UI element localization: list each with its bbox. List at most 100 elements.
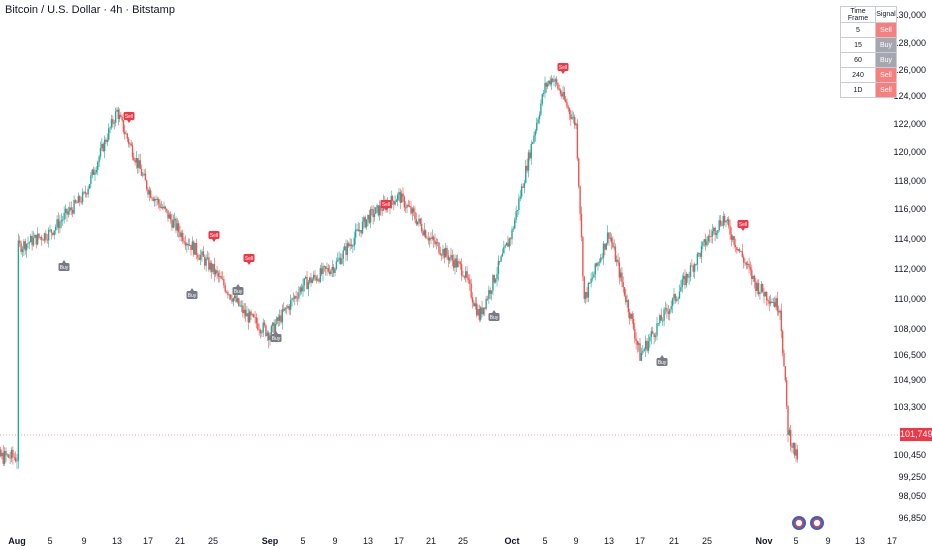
candle-body [545, 82, 547, 87]
candle-body [32, 237, 35, 246]
news-flag-icon[interactable] [810, 516, 824, 530]
candle-body [489, 290, 491, 294]
candle-body [571, 117, 573, 119]
candle-body [640, 352, 643, 361]
time-tick-label: 9 [573, 536, 579, 546]
table-row: 5 Sell [840, 22, 897, 38]
candle-body [721, 225, 723, 227]
candle-body [670, 306, 672, 310]
candle-body [263, 322, 266, 326]
candle-body [110, 119, 113, 128]
candle-body [156, 199, 159, 201]
table-header-timeframe: Time Frame [840, 6, 876, 23]
candle-body [102, 143, 104, 152]
candle-body [272, 322, 274, 326]
candle-body [566, 101, 568, 107]
candle-body [400, 193, 403, 203]
candle-body [519, 196, 521, 199]
candle-body [59, 221, 61, 229]
time-tick-label: 9 [825, 536, 831, 546]
candle-body [792, 442, 795, 448]
candle-body [507, 242, 509, 247]
time-tick-label: 5 [47, 536, 53, 546]
candle-body [736, 247, 738, 251]
candle-body [602, 243, 605, 258]
candle-body [676, 299, 678, 301]
candle-body [228, 294, 230, 296]
candle-body [34, 234, 36, 238]
candle-body [440, 254, 443, 256]
candle-body [698, 252, 700, 254]
candle-body [703, 239, 705, 243]
candle-body [398, 192, 400, 195]
candle-body [630, 313, 632, 319]
candle-body [598, 261, 601, 263]
price-tick-label: 120,000 [893, 147, 926, 157]
candle-body [79, 196, 81, 202]
price-tick-label: 116,000 [894, 204, 926, 214]
candle-body [478, 309, 481, 320]
candle-body [187, 243, 189, 246]
candle-body [240, 305, 243, 307]
candle-body [664, 308, 667, 310]
candle-body [25, 243, 28, 251]
candle-body [523, 182, 526, 188]
price-tick-label: 126,000 [893, 65, 926, 75]
candle-body [643, 349, 645, 351]
candle-body [194, 242, 196, 255]
candle-body [21, 248, 24, 253]
candle-body [232, 297, 235, 302]
candle-body [176, 223, 179, 231]
candle-body [364, 217, 366, 228]
candle-body [681, 279, 683, 288]
candle-body [60, 220, 63, 222]
candle-body [121, 116, 123, 121]
candle-body [656, 323, 658, 336]
candle-body [779, 310, 781, 313]
candle-body [452, 260, 455, 268]
price-tick-label: 106,500 [893, 350, 926, 360]
candle-body [183, 241, 185, 243]
candle-body [438, 242, 440, 254]
candle-body [92, 169, 95, 175]
candle-body [604, 243, 606, 250]
candle-body [619, 272, 622, 278]
candle-body [796, 449, 799, 460]
candle-body [787, 405, 789, 435]
candle-body [80, 201, 82, 203]
candle-body [702, 242, 704, 247]
candle-body [608, 232, 610, 239]
candle-body [752, 275, 754, 279]
candle-body [315, 277, 318, 281]
candle-body [36, 233, 39, 245]
candle-body [503, 247, 505, 254]
candle-body [660, 315, 662, 321]
candle-body [397, 194, 399, 201]
candle-body [349, 244, 351, 247]
candle-body [71, 209, 74, 214]
candle-body [722, 216, 724, 226]
candle-body [586, 292, 588, 298]
svg-text:Buy: Buy [234, 289, 243, 295]
candle-body [419, 218, 422, 224]
candle-body [460, 264, 463, 276]
news-flag-icon[interactable] [792, 516, 806, 530]
candle-body [50, 229, 53, 233]
candle-body [653, 333, 655, 338]
candle-body [177, 223, 180, 232]
candle-body [151, 197, 153, 199]
candle-body [605, 243, 607, 250]
candle-body [737, 249, 739, 251]
candle-body [346, 243, 349, 255]
candle-body [289, 300, 292, 310]
candle-body [220, 275, 222, 279]
candle-body [130, 143, 132, 146]
candle-body [117, 109, 119, 120]
candle-body [357, 229, 360, 232]
svg-text:Sell: Sell [382, 202, 390, 208]
candle-body [776, 298, 779, 311]
candle-body [685, 273, 688, 286]
candle-body [584, 292, 587, 299]
candle-body [674, 294, 677, 301]
